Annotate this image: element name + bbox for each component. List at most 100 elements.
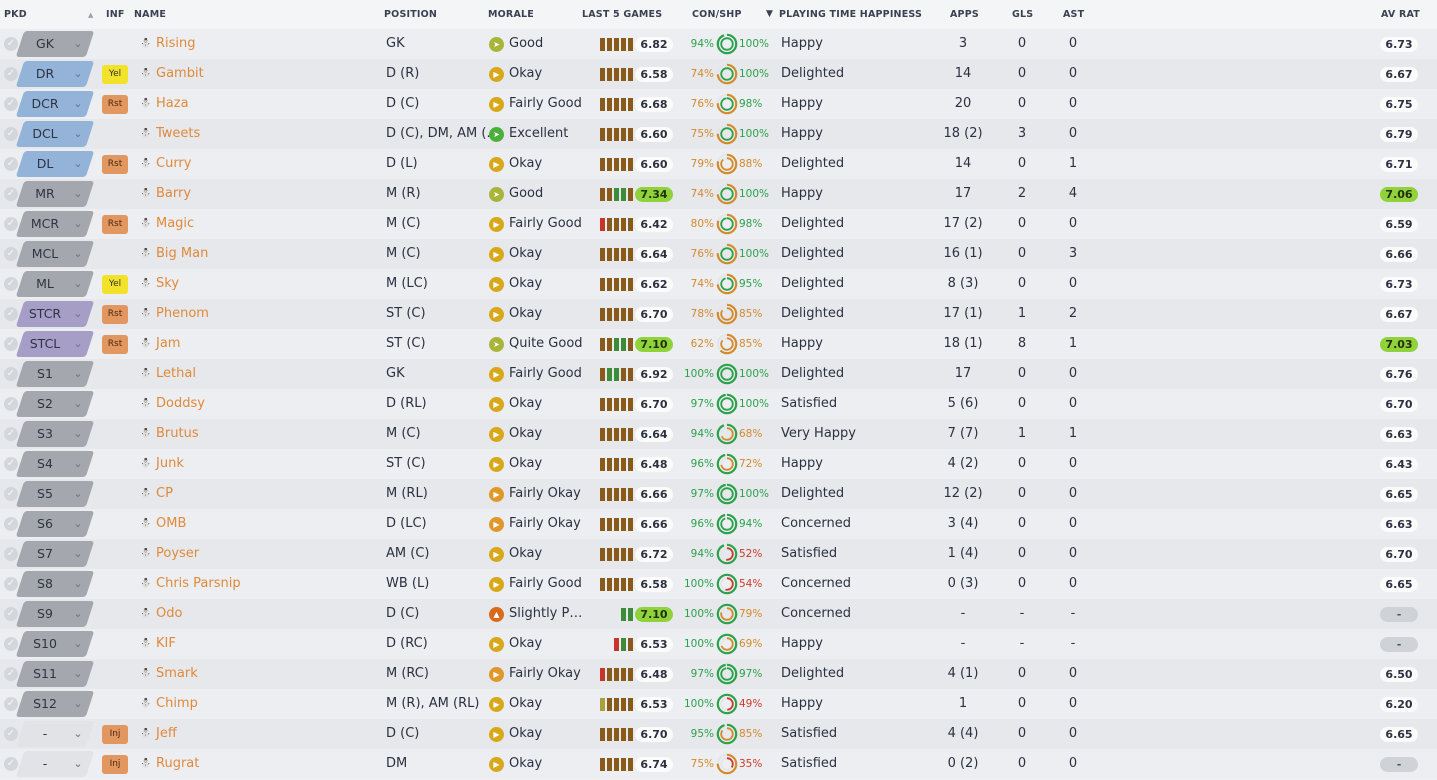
chevron-down-icon[interactable]: ⌄ [73, 427, 83, 440]
table-row[interactable]: ✓ - ⌄ Inj ⛄ Rugrat DM ▶ Okay 6.74 75% 35% Satisfied 0… [0, 749, 1437, 779]
chevron-down-icon[interactable]: ⌄ [73, 37, 83, 50]
player-name-link[interactable]: Magic [156, 216, 195, 231]
picked-position-dropdown[interactable]: S10 ⌄ [15, 631, 95, 657]
picked-position-dropdown[interactable]: DCR ⌄ [15, 91, 95, 117]
chevron-down-icon[interactable]: ⌄ [73, 757, 83, 770]
picked-position-dropdown[interactable]: S11 ⌄ [15, 661, 95, 687]
chevron-down-icon[interactable]: ⌄ [73, 487, 83, 500]
picked-position-dropdown[interactable]: MCL ⌄ [15, 241, 95, 267]
table-row[interactable]: ✓ S7 ⌄ ⛄ Poyser AM (C) ▶ Okay 6.72 94% 52% Satisfie… [0, 539, 1437, 569]
player-name-link[interactable]: Jam [156, 336, 181, 351]
picked-position-dropdown[interactable]: ML ⌄ [15, 271, 95, 297]
col-pkd-header[interactable]: PKD [4, 9, 27, 20]
table-row[interactable]: ✓ DCR ⌄ Rst ⛄ Haza D (C) ▶ Fairly Good 6.68 76% 98%… [0, 89, 1437, 119]
player-name-link[interactable]: Junk [156, 456, 184, 471]
chevron-down-icon[interactable]: ⌄ [73, 247, 83, 260]
select-check-icon[interactable]: ✓ [4, 577, 18, 591]
col-morale-header[interactable]: MORALE [488, 9, 534, 20]
table-row[interactable]: ✓ DCL ⌄ ⛄ Tweets D (C), DM, AM (… ➤ Excellent 6.… [0, 119, 1437, 149]
table-row[interactable]: ✓ S3 ⌄ ⛄ Brutus M (C) ▶ Okay 6.64 94% 68% Very Happ… [0, 419, 1437, 449]
select-check-icon[interactable]: ✓ [4, 217, 18, 231]
player-name-link[interactable]: CP [156, 486, 173, 501]
player-name-link[interactable]: Sky [156, 276, 180, 291]
chevron-down-icon[interactable]: ⌄ [73, 637, 83, 650]
chevron-down-icon[interactable]: ⌄ [73, 697, 83, 710]
table-row[interactable]: ✓ S2 ⌄ ⛄ Doddsy D (RL) ▶ Okay 6.70 97% 100% Satisfi… [0, 389, 1437, 419]
picked-position-dropdown[interactable]: MR ⌄ [15, 181, 95, 207]
info-badge[interactable]: Rst [102, 305, 128, 324]
picked-position-dropdown[interactable]: S6 ⌄ [15, 511, 95, 537]
picked-position-dropdown[interactable]: S9 ⌄ [15, 601, 95, 627]
select-check-icon[interactable]: ✓ [4, 727, 18, 741]
select-check-icon[interactable]: ✓ [4, 277, 18, 291]
chevron-down-icon[interactable]: ⌄ [73, 337, 83, 350]
chevron-down-icon[interactable]: ⌄ [73, 607, 83, 620]
picked-position-dropdown[interactable]: S2 ⌄ [15, 391, 95, 417]
info-badge[interactable]: Yel [102, 275, 128, 294]
picked-position-dropdown[interactable]: MCR ⌄ [15, 211, 95, 237]
select-check-icon[interactable]: ✓ [4, 67, 18, 81]
table-row[interactable]: ✓ S6 ⌄ ⛄ OMB D (LC) ▶ Fairly Okay 6.66 96% 94% Conc… [0, 509, 1437, 539]
player-name-link[interactable]: OMB [156, 516, 187, 531]
chevron-down-icon[interactable]: ⌄ [73, 277, 83, 290]
player-name-link[interactable]: Lethal [156, 366, 196, 381]
table-row[interactable]: ✓ STCL ⌄ Rst ⛄ Jam ST (C) ➤ Quite Good 7.10 62% 85%… [0, 329, 1437, 359]
table-row[interactable]: ✓ MCL ⌄ ⛄ Big Man M (C) ▶ Okay 6.64 76% 100% Deligh… [0, 239, 1437, 269]
col-avrat-header[interactable]: AV RAT [1381, 9, 1420, 20]
col-pth-header[interactable]: PLAYING TIME HAPPINESS [779, 9, 923, 20]
table-row[interactable]: ✓ S1 ⌄ ⛄ Lethal GK ▶ Fairly Good 6.92 100% 100% Del… [0, 359, 1437, 389]
chevron-down-icon[interactable]: ⌄ [73, 217, 83, 230]
col-name-header[interactable]: NAME [134, 9, 167, 20]
chevron-down-icon[interactable]: ⌄ [73, 307, 83, 320]
select-check-icon[interactable]: ✓ [4, 127, 18, 141]
chevron-down-icon[interactable]: ⌄ [73, 577, 83, 590]
info-badge[interactable]: Rst [102, 155, 128, 174]
table-row[interactable]: ✓ GK ⌄ ⛄ Rising GK ➤ Good 6.82 94% 100% Happy 3 0 0 6.7… [0, 29, 1437, 59]
picked-position-dropdown[interactable]: S4 ⌄ [15, 451, 95, 477]
table-row[interactable]: ✓ S9 ⌄ ⛄ Odo D (C) ▲ Slightly P… 7.10 100% 79% Conc… [0, 599, 1437, 629]
select-check-icon[interactable]: ✓ [4, 247, 18, 261]
select-check-icon[interactable]: ✓ [4, 457, 18, 471]
picked-position-dropdown[interactable]: - ⌄ [15, 721, 95, 747]
select-check-icon[interactable]: ✓ [4, 607, 18, 621]
col-last5-header[interactable]: LAST 5 GAMES [582, 9, 663, 20]
table-row[interactable]: ✓ S4 ⌄ ⛄ Junk ST (C) ▶ Okay 6.48 96% 72% Happy 4 (2)… [0, 449, 1437, 479]
chevron-down-icon[interactable]: ⌄ [73, 727, 83, 740]
player-name-link[interactable]: Chimp [156, 696, 198, 711]
chevron-down-icon[interactable]: ⌄ [73, 127, 83, 140]
select-check-icon[interactable]: ✓ [4, 397, 18, 411]
player-name-link[interactable]: Barry [156, 186, 192, 201]
table-row[interactable]: ✓ S8 ⌄ ⛄ Chris Parsnip WB (L) ▶ Fairly Good 6.58… [0, 569, 1437, 599]
select-check-icon[interactable]: ✓ [4, 637, 18, 651]
player-name-link[interactable]: Odo [156, 606, 183, 621]
picked-position-dropdown[interactable]: S5 ⌄ [15, 481, 95, 507]
player-name-link[interactable]: Rising [156, 36, 196, 51]
info-badge[interactable]: Rst [102, 215, 128, 234]
picked-position-dropdown[interactable]: S1 ⌄ [15, 361, 95, 387]
info-badge[interactable]: Yel [102, 65, 128, 84]
chevron-down-icon[interactable]: ⌄ [73, 367, 83, 380]
picked-position-dropdown[interactable]: S7 ⌄ [15, 541, 95, 567]
select-check-icon[interactable]: ✓ [4, 97, 18, 111]
select-check-icon[interactable]: ✓ [4, 697, 18, 711]
player-name-link[interactable]: Smark [156, 666, 198, 681]
table-row[interactable]: ✓ S11 ⌄ ⛄ Smark M (RC) ▶ Fairly Okay 6.48 97% 97% D… [0, 659, 1437, 689]
select-check-icon[interactable]: ✓ [4, 487, 18, 501]
picked-position-dropdown[interactable]: DR ⌄ [15, 61, 95, 87]
info-badge[interactable]: Rst [102, 335, 128, 354]
player-name-link[interactable]: Poyser [156, 546, 200, 561]
picked-position-dropdown[interactable]: STCR ⌄ [15, 301, 95, 327]
table-row[interactable]: ✓ DR ⌄ Yel ⛄ Gambit D (R) ▶ Okay 6.58 74% 100% Delig… [0, 59, 1437, 89]
player-name-link[interactable]: Curry [156, 156, 192, 171]
player-name-link[interactable]: Phenom [156, 306, 209, 321]
chevron-down-icon[interactable]: ⌄ [73, 517, 83, 530]
table-row[interactable]: ✓ S12 ⌄ ⛄ Chimp M (R), AM (RL) ▶ Okay 6.53 100% 49… [0, 689, 1437, 719]
sort-down-icon[interactable]: ▼ [766, 9, 774, 19]
player-name-link[interactable]: Brutus [156, 426, 199, 441]
picked-position-dropdown[interactable]: GK ⌄ [15, 31, 95, 57]
player-name-link[interactable]: Jeff [156, 726, 177, 741]
picked-position-dropdown[interactable]: S8 ⌄ [15, 571, 95, 597]
select-check-icon[interactable]: ✓ [4, 187, 18, 201]
table-row[interactable]: ✓ ML ⌄ Yel ⛄ Sky M (LC) ▶ Okay 6.62 74% 95% Delighte… [0, 269, 1437, 299]
picked-position-dropdown[interactable]: DL ⌄ [15, 151, 95, 177]
